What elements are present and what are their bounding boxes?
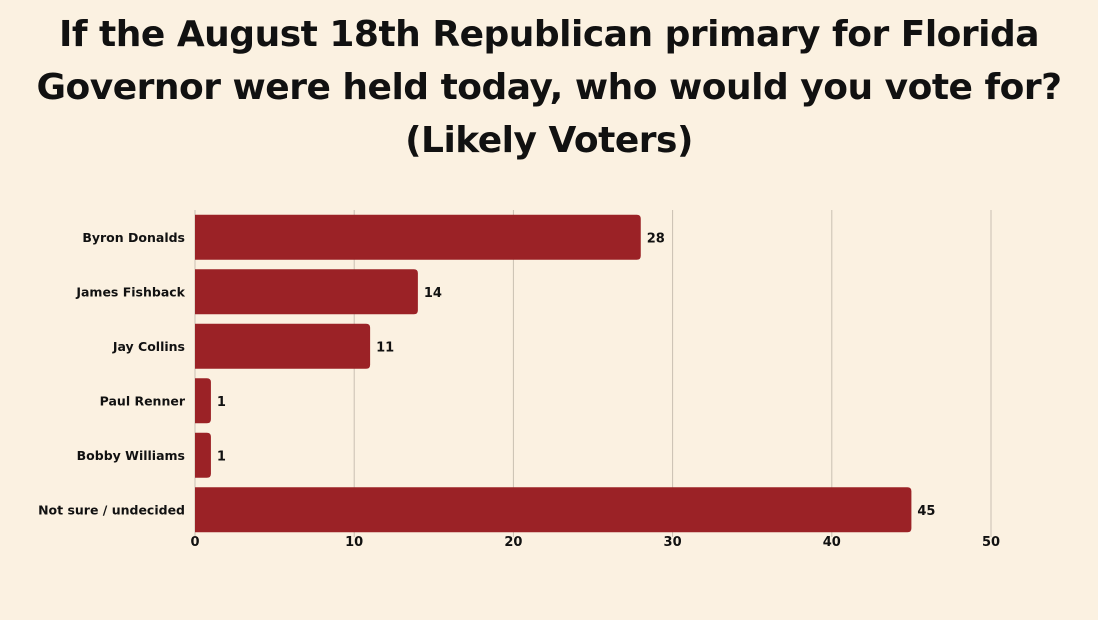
value-label: 11 [376,340,394,355]
chart-title: If the August 18th Republican primary fo… [0,8,1098,167]
x-tick-label: 50 [982,535,1000,550]
x-tick-label: 40 [823,535,841,550]
bar [195,269,418,315]
chart-title-line-2: Governor were held today, who would you … [36,67,1062,108]
category-label: Byron Donalds [82,230,185,245]
x-axis-tick-labels: 0 10 20 30 40 50 [190,535,1000,550]
chart-title-line-1: If the August 18th Republican primary fo… [58,14,1040,55]
bars [195,214,912,533]
value-label: 1 [217,395,226,410]
category-label: Paul Renner [100,393,186,408]
category-labels: Byron Donalds James Fishback Jay Collins Pa… [38,230,186,518]
bar [195,378,211,424]
category-label: Bobby Williams [77,448,185,463]
x-tick-label: 0 [190,535,199,550]
x-tick-label: 10 [345,535,363,550]
chart-title-line-3: (Likely Voters) [405,120,693,161]
value-label: 14 [424,286,442,301]
value-label: 28 [647,231,665,246]
category-label: Jay Collins [112,339,185,354]
bar [195,487,912,533]
bar [195,214,641,260]
bar [195,323,371,369]
bar [195,432,211,478]
category-label: Not sure / undecided [38,502,185,517]
value-label: 1 [217,449,226,464]
x-tick-label: 30 [664,535,682,550]
value-label: 45 [917,504,935,519]
gridlines [194,210,992,537]
x-tick-label: 20 [504,535,522,550]
category-label: James Fishback [75,284,185,299]
